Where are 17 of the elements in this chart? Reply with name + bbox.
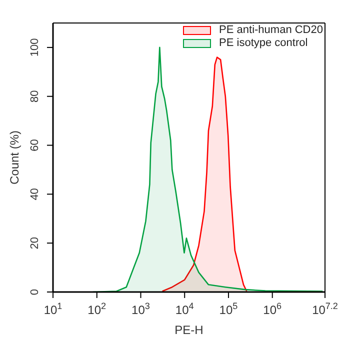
legend-label: PE isotype control bbox=[219, 37, 308, 49]
x-tick-label: 10$^{1}$ bbox=[44, 301, 62, 317]
y-axis-title: Count (%) bbox=[7, 130, 22, 185]
y-tick-label: 40 bbox=[29, 188, 41, 200]
y-tick-label: 100 bbox=[29, 38, 41, 57]
x-tick-label: 10$^{5}$ bbox=[219, 301, 238, 317]
y-tick-label: 60 bbox=[29, 139, 41, 152]
x-tick-label: 10$^{3}$ bbox=[132, 301, 150, 317]
y-tick-label: 80 bbox=[29, 90, 41, 102]
x-tick-label: 10$^{4}$ bbox=[175, 301, 194, 317]
x-axis-title: PE-H bbox=[174, 323, 204, 337]
y-tick-label: 20 bbox=[29, 236, 41, 250]
x-tick-label: 10$^{7.2}$ bbox=[312, 301, 338, 317]
legend-label: PE anti-human CD20 bbox=[219, 24, 323, 36]
x-tick-label: 10$^{6}$ bbox=[263, 301, 282, 317]
y-tick-label: 0 bbox=[29, 288, 41, 296]
x-tick-label: 10$^{2}$ bbox=[88, 301, 106, 317]
